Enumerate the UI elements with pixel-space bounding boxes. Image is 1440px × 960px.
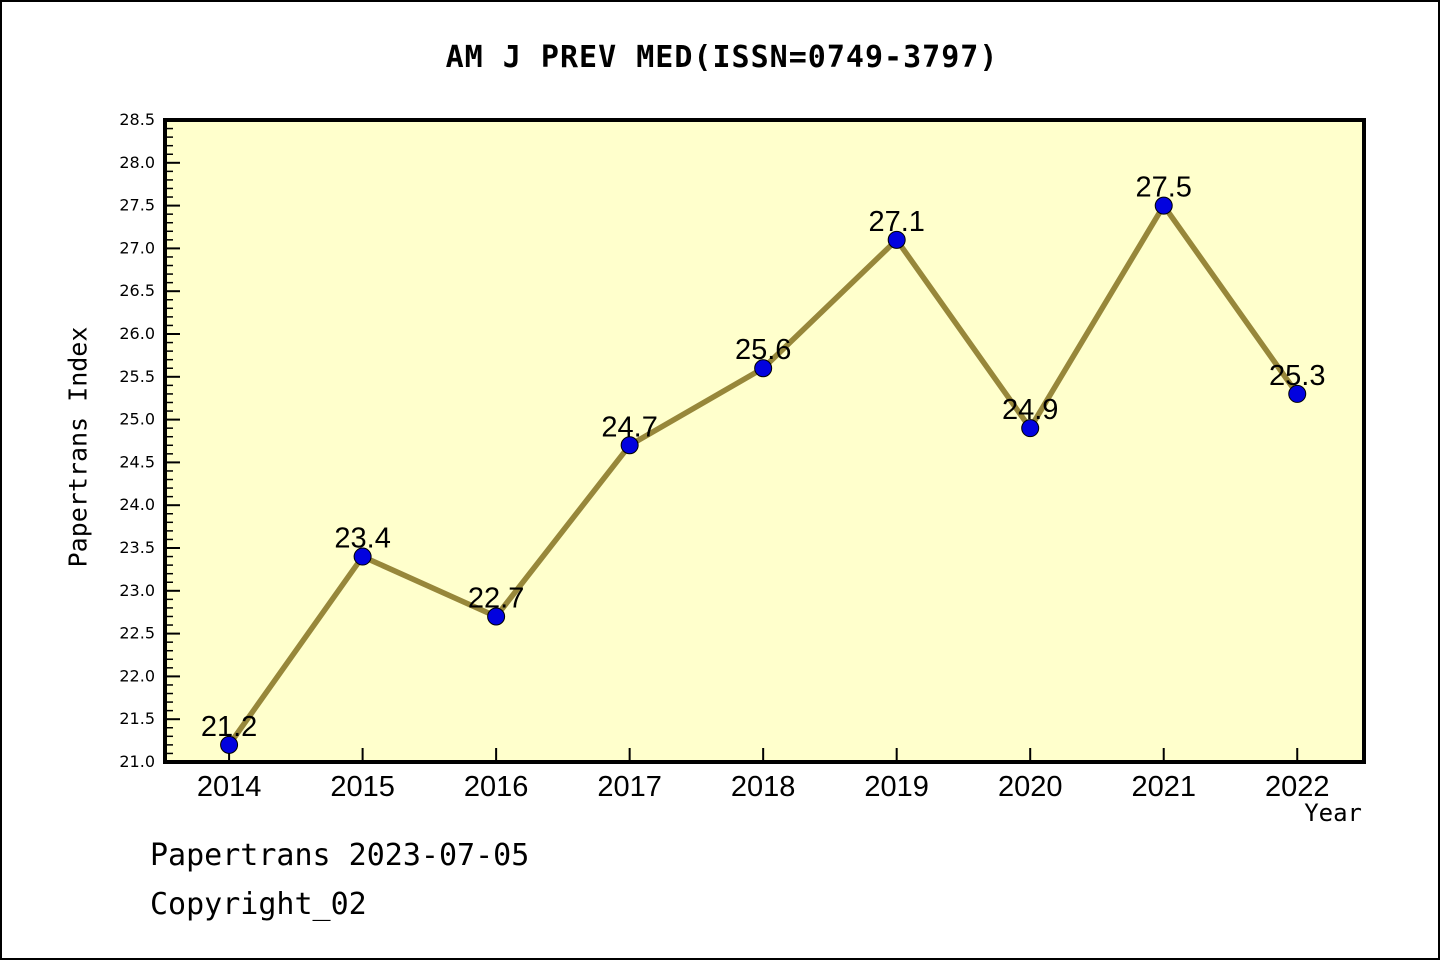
- y-tick-label: 23.5: [119, 538, 155, 557]
- y-tick-label: 22.0: [119, 666, 155, 685]
- y-tick-label: 24.5: [119, 452, 155, 471]
- x-tick-label: 2014: [197, 771, 262, 803]
- y-tick-label: 27.5: [119, 196, 155, 215]
- y-tick-label: 28.0: [119, 153, 155, 172]
- x-tick-label: 2020: [998, 771, 1063, 803]
- plot-background: [163, 118, 1366, 764]
- x-tick-label: 2022: [1265, 771, 1330, 803]
- y-tick-label: 27.0: [119, 238, 155, 257]
- data-point: [353, 547, 372, 566]
- x-tick-label: 2018: [731, 771, 796, 803]
- data-point: [487, 607, 506, 626]
- chart-title: AM J PREV MED(ISSN=0749-3797): [445, 40, 999, 75]
- footer-copyright: Copyright_02: [150, 887, 367, 922]
- x-axis-label: Year: [1304, 799, 1362, 827]
- y-tick-label: 21.0: [119, 752, 155, 771]
- x-tick-label: 2016: [464, 771, 529, 803]
- y-tick-label: 25.0: [119, 410, 155, 429]
- data-point: [887, 230, 906, 249]
- x-tick-label: 2021: [1131, 771, 1196, 803]
- x-tick-label: 2019: [864, 771, 929, 803]
- y-tick-label: 26.0: [119, 324, 155, 343]
- data-point: [1154, 196, 1173, 215]
- data-point: [754, 359, 773, 378]
- y-tick-label: 21.5: [119, 709, 155, 728]
- data-point: [620, 436, 639, 455]
- y-tick-label: 23.0: [119, 581, 155, 600]
- x-tick-label: 2017: [597, 771, 662, 803]
- y-tick-label: 22.5: [119, 624, 155, 643]
- footer-date: Papertrans 2023-07-05: [150, 838, 530, 873]
- y-tick-label: 26.5: [119, 281, 155, 300]
- y-tick-label: 28.5: [119, 110, 155, 129]
- x-tick-label: 2015: [330, 771, 395, 803]
- data-point: [220, 735, 239, 754]
- y-tick-label: 24.0: [119, 495, 155, 514]
- data-point: [1288, 384, 1307, 403]
- data-point: [1021, 419, 1040, 438]
- y-tick-label: 25.5: [119, 367, 155, 386]
- y-axis-label: Papertrans Index: [63, 326, 93, 568]
